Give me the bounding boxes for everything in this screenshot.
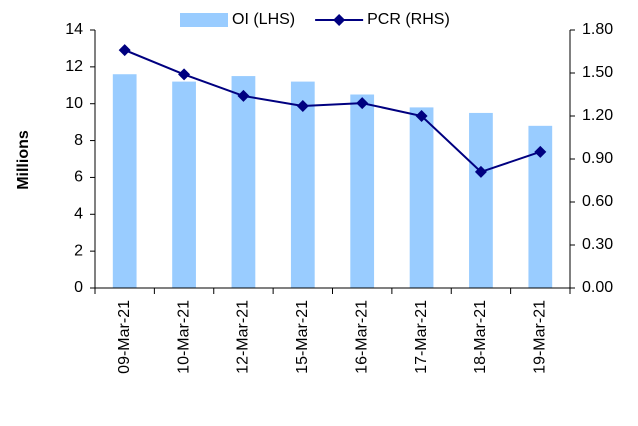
marker [178,68,191,81]
marker [534,145,547,158]
line [124,49,541,174]
bar [172,81,196,288]
y2-tick-label: 1.20 [582,107,613,124]
y-tick-label: 8 [74,132,83,149]
y-tick-label: 4 [74,206,83,223]
marker [296,99,309,112]
y2-tick-label: 1.50 [582,64,613,81]
y2-tick-label: 0.00 [582,279,613,296]
legend-label: PCR (RHS) [367,11,450,28]
x-tick-label: 18-Mar-21 [472,300,489,374]
bar [528,125,553,288]
y2-tick-label: 0.60 [582,193,613,210]
x-tick-label: 09-Mar-21 [116,300,133,374]
x-tick-label: 17-Mar-21 [413,300,430,374]
y-tick-label: 14 [65,21,83,38]
y-tick-label: 6 [74,169,83,186]
bar [112,74,137,288]
y2-tick-label: 1.80 [582,21,613,38]
x-tick-label: 19-Mar-21 [532,300,549,374]
marker [237,89,250,102]
bar [231,76,256,288]
bar [290,81,315,288]
legend-label: OI (LHS) [232,11,295,28]
y-axis-label: Millions [15,130,32,190]
x-tick-label: 16-Mar-21 [353,300,370,374]
y-tick-label: 2 [74,242,83,259]
marker [356,97,369,110]
y-tick-label: 0 [74,279,83,296]
marker [118,44,131,57]
y-tick-label: 10 [65,95,83,112]
legend-swatch [180,13,228,27]
legend-marker [333,14,346,26]
marker [415,110,428,122]
x-tick-label: 12-Mar-21 [235,300,252,374]
marker [474,165,487,178]
y2-tick-label: 0.30 [582,236,613,253]
x-tick-label: 15-Mar-21 [294,300,311,374]
bar [469,112,493,288]
x-tick-label: 10-Mar-21 [175,300,192,374]
y-tick-label: 12 [65,58,83,75]
bar [350,94,375,288]
bar [409,107,434,289]
y2-tick-label: 0.90 [582,150,613,167]
